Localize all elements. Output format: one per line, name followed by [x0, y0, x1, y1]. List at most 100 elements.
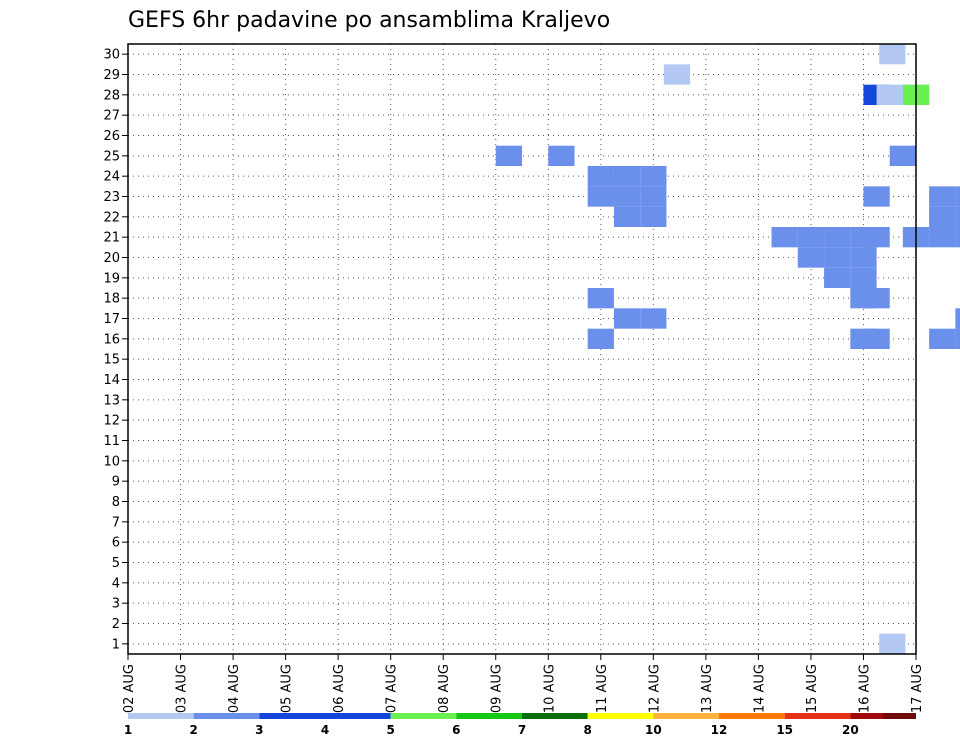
y-tick-label: 8 [112, 495, 120, 510]
y-tick-label: 16 [103, 332, 120, 347]
legend-label: 7 [518, 723, 526, 737]
data-cell [797, 247, 825, 268]
y-tick-label: 30 [103, 48, 120, 63]
y-tick-label: 22 [103, 210, 120, 225]
x-tick-label: 02 AUG [122, 664, 137, 713]
y-tick-label: 13 [103, 393, 120, 408]
data-cell [824, 267, 851, 288]
x-tick-label: 12 AUG [647, 664, 662, 713]
data-cell [613, 308, 641, 329]
legend-swatch [193, 713, 260, 719]
data-cell [863, 328, 890, 349]
data-cell [929, 206, 956, 227]
data-cell [955, 308, 960, 329]
legend-label: 6 [452, 723, 460, 737]
data-cell [771, 227, 798, 248]
legend-swatch [784, 713, 851, 719]
y-tick-label: 19 [103, 271, 120, 286]
legend-swatch [850, 713, 916, 719]
x-tick-label: 04 AUG [227, 664, 242, 713]
data-cell [929, 328, 956, 349]
data-cell [879, 633, 906, 654]
y-tick-label: 12 [103, 414, 120, 429]
legend-swatch [390, 713, 457, 719]
y-tick-label: 9 [112, 475, 120, 490]
y-tick-label: 28 [103, 88, 120, 103]
x-tick-label: 05 AUG [280, 664, 295, 713]
chart-title: GEFS 6hr padavine po ansamblima Kraljevo [128, 8, 610, 33]
data-cell [663, 64, 691, 85]
y-tick-label: 24 [103, 170, 120, 185]
legend-label: 5 [386, 723, 394, 737]
legend-swatch [325, 713, 391, 719]
data-cell [850, 267, 877, 288]
legend-label: 20 [842, 723, 859, 737]
data-cell [955, 206, 960, 227]
x-tick-label: 08 AUG [437, 664, 452, 713]
y-tick-label: 6 [112, 536, 120, 551]
data-cell [929, 186, 956, 207]
legend-label: 8 [583, 723, 591, 737]
legend-label: 12 [711, 723, 728, 737]
x-tick-label: 06 AUG [332, 664, 347, 713]
y-tick-label: 25 [103, 149, 120, 164]
y-tick-label: 15 [103, 353, 120, 368]
y-tick-label: 17 [103, 312, 120, 327]
legend-label: 1 [124, 723, 132, 737]
data-cell [889, 145, 916, 166]
data-cell [495, 145, 522, 166]
data-cell [863, 186, 890, 207]
data-cell [640, 308, 667, 329]
y-tick-label: 26 [103, 129, 120, 144]
legend-swatch [259, 713, 325, 719]
x-tick-label: 07 AUG [385, 664, 400, 713]
color-legend: 1 2 3 4 5 6 7 8 10 12 15 20 [124, 713, 916, 737]
legend-swatch [522, 713, 588, 719]
legend-swatch [128, 713, 194, 719]
legend-swatch [719, 713, 785, 719]
data-cell [850, 247, 877, 268]
data-cells [495, 44, 960, 654]
y-tick-label: 18 [103, 292, 120, 307]
data-cell [797, 227, 825, 248]
data-cell [879, 44, 906, 65]
legend-label: 2 [189, 723, 197, 737]
y-tick-label: 10 [103, 454, 120, 469]
y-tick-label: 27 [103, 109, 120, 124]
data-cell [955, 186, 960, 207]
x-tick-label: 13 AUG [700, 664, 715, 713]
plot-frame [127, 43, 917, 655]
legend-label: 10 [645, 723, 662, 737]
data-cell [613, 206, 641, 227]
data-cell [613, 186, 641, 207]
data-cell [955, 328, 960, 349]
y-axis-ticks: 1234567891011121314151617181920212223242… [103, 48, 128, 652]
x-tick-label: 09 AUG [490, 664, 505, 713]
y-tick-label: 21 [103, 231, 120, 246]
y-tick-label: 5 [112, 556, 120, 571]
data-cell [824, 227, 851, 248]
legend-swatch [456, 713, 522, 719]
legend-label: 15 [776, 723, 793, 737]
legend-label: 3 [255, 723, 263, 737]
y-tick-label: 1 [112, 637, 120, 652]
data-cell [587, 166, 614, 187]
data-cell [863, 227, 890, 248]
x-tick-label: 11 AUG [595, 664, 610, 713]
y-tick-label: 14 [103, 373, 120, 388]
data-cell [955, 227, 960, 248]
x-tick-label: 16 AUG [857, 664, 872, 713]
data-cell [640, 166, 667, 187]
legend-swatch [587, 713, 654, 719]
x-tick-label: 03 AUG [175, 664, 190, 713]
data-cell [613, 166, 641, 187]
legend-swatch [883, 713, 916, 719]
y-tick-label: 7 [112, 515, 120, 530]
y-tick-label: 20 [103, 251, 120, 266]
x-tick-label: 14 AUG [752, 664, 767, 713]
data-cell [587, 288, 614, 309]
data-cell [587, 186, 614, 207]
y-tick-label: 2 [112, 617, 120, 632]
y-tick-label: 11 [103, 434, 120, 449]
